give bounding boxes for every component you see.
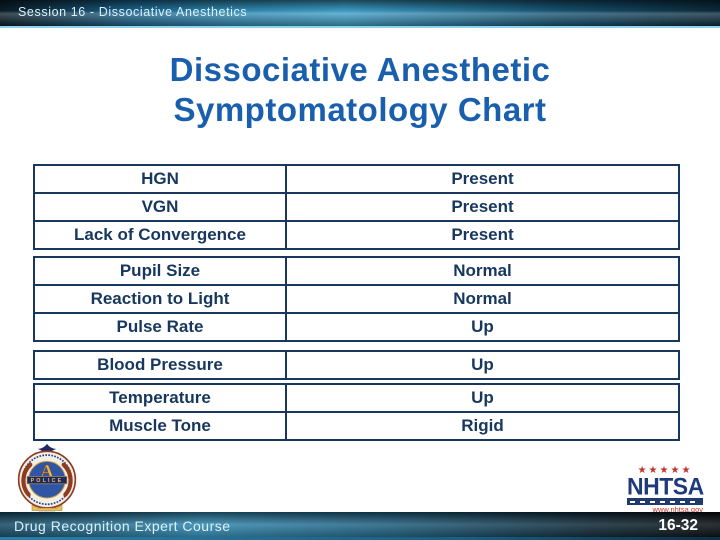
symptom-table: HGN Present VGN Present Lack of Convergence P… — [33, 164, 680, 441]
table-row: Temperature Up — [35, 385, 678, 413]
symptom-value: Up — [471, 388, 494, 407]
symptom-label: Pupil Size — [35, 258, 287, 284]
nhtsa-road-graphic — [627, 498, 703, 505]
course-label: Drug Recognition Expert Course — [14, 518, 231, 534]
table-group: Temperature Up Muscle Tone Rigid — [33, 383, 680, 441]
table-row: Pulse Rate Up — [35, 314, 678, 340]
nhtsa-url: www.nhtsa.gov — [652, 505, 703, 514]
table-row: Muscle Tone Rigid — [35, 413, 678, 439]
table-row: Pupil Size Normal — [35, 258, 678, 286]
symptom-value: Present — [451, 197, 514, 216]
slide-title-line1: Dissociative Anesthetic — [169, 51, 551, 88]
badge-ribbon — [31, 504, 63, 511]
table-row: Lack of Convergence Present — [35, 222, 678, 248]
table-group: HGN Present VGN Present Lack of Convergence P… — [33, 164, 680, 250]
table-row: Reaction to Light Normal — [35, 286, 678, 314]
symptom-label: Muscle Tone — [35, 413, 287, 439]
police-banner-text: POLICE — [31, 478, 64, 484]
symptom-label: HGN — [35, 166, 287, 192]
slide-header-bar: Session 16 - Dissociative Anesthetics — [0, 0, 720, 28]
symptom-label: Reaction to Light — [35, 286, 287, 312]
symptom-value: Normal — [453, 289, 512, 308]
nhtsa-wordmark: NHTSA — [627, 472, 704, 500]
wreath-left — [21, 462, 33, 497]
iacp-police-badge-logo: A POLICE — [17, 443, 77, 513]
symptom-value: Present — [451, 225, 514, 244]
slide-title-line2: Symptomatology Chart — [173, 91, 547, 128]
table-row: VGN Present — [35, 194, 678, 222]
nhtsa-stars: ★★★★★ — [637, 465, 693, 476]
wreath-right — [61, 462, 73, 497]
table-row: HGN Present — [35, 166, 678, 194]
table-group: Pupil Size Normal Reaction to Light Normal P… — [33, 256, 680, 342]
road-dashes-icon — [630, 500, 700, 503]
table-row: Blood Pressure Up — [35, 352, 678, 378]
nhtsa-logo: ★★★★★ NHTSA www.nhtsa.gov — [627, 465, 704, 514]
police-banner — [26, 476, 68, 485]
symptom-value: Up — [471, 317, 494, 336]
symptom-label: Blood Pressure — [35, 352, 287, 378]
symptom-value: Rigid — [461, 416, 504, 435]
symptom-value: Normal — [453, 261, 512, 280]
slide-title: Dissociative Anesthetic Symptomatology C… — [0, 50, 720, 130]
symptom-value: Up — [471, 355, 494, 374]
symptom-label: Lack of Convergence — [35, 222, 287, 248]
table-group: Blood Pressure Up — [33, 350, 680, 380]
session-label: Session 16 - Dissociative Anesthetics — [18, 5, 248, 19]
symptom-label: Temperature — [35, 385, 287, 411]
slide-footer-bar: Drug Recognition Expert Course 16-32 — [0, 512, 720, 540]
symptom-label: Pulse Rate — [35, 314, 287, 340]
symptom-label: VGN — [35, 194, 287, 220]
symptom-value: Present — [451, 169, 514, 188]
page-number: 16-32 — [658, 517, 698, 534]
